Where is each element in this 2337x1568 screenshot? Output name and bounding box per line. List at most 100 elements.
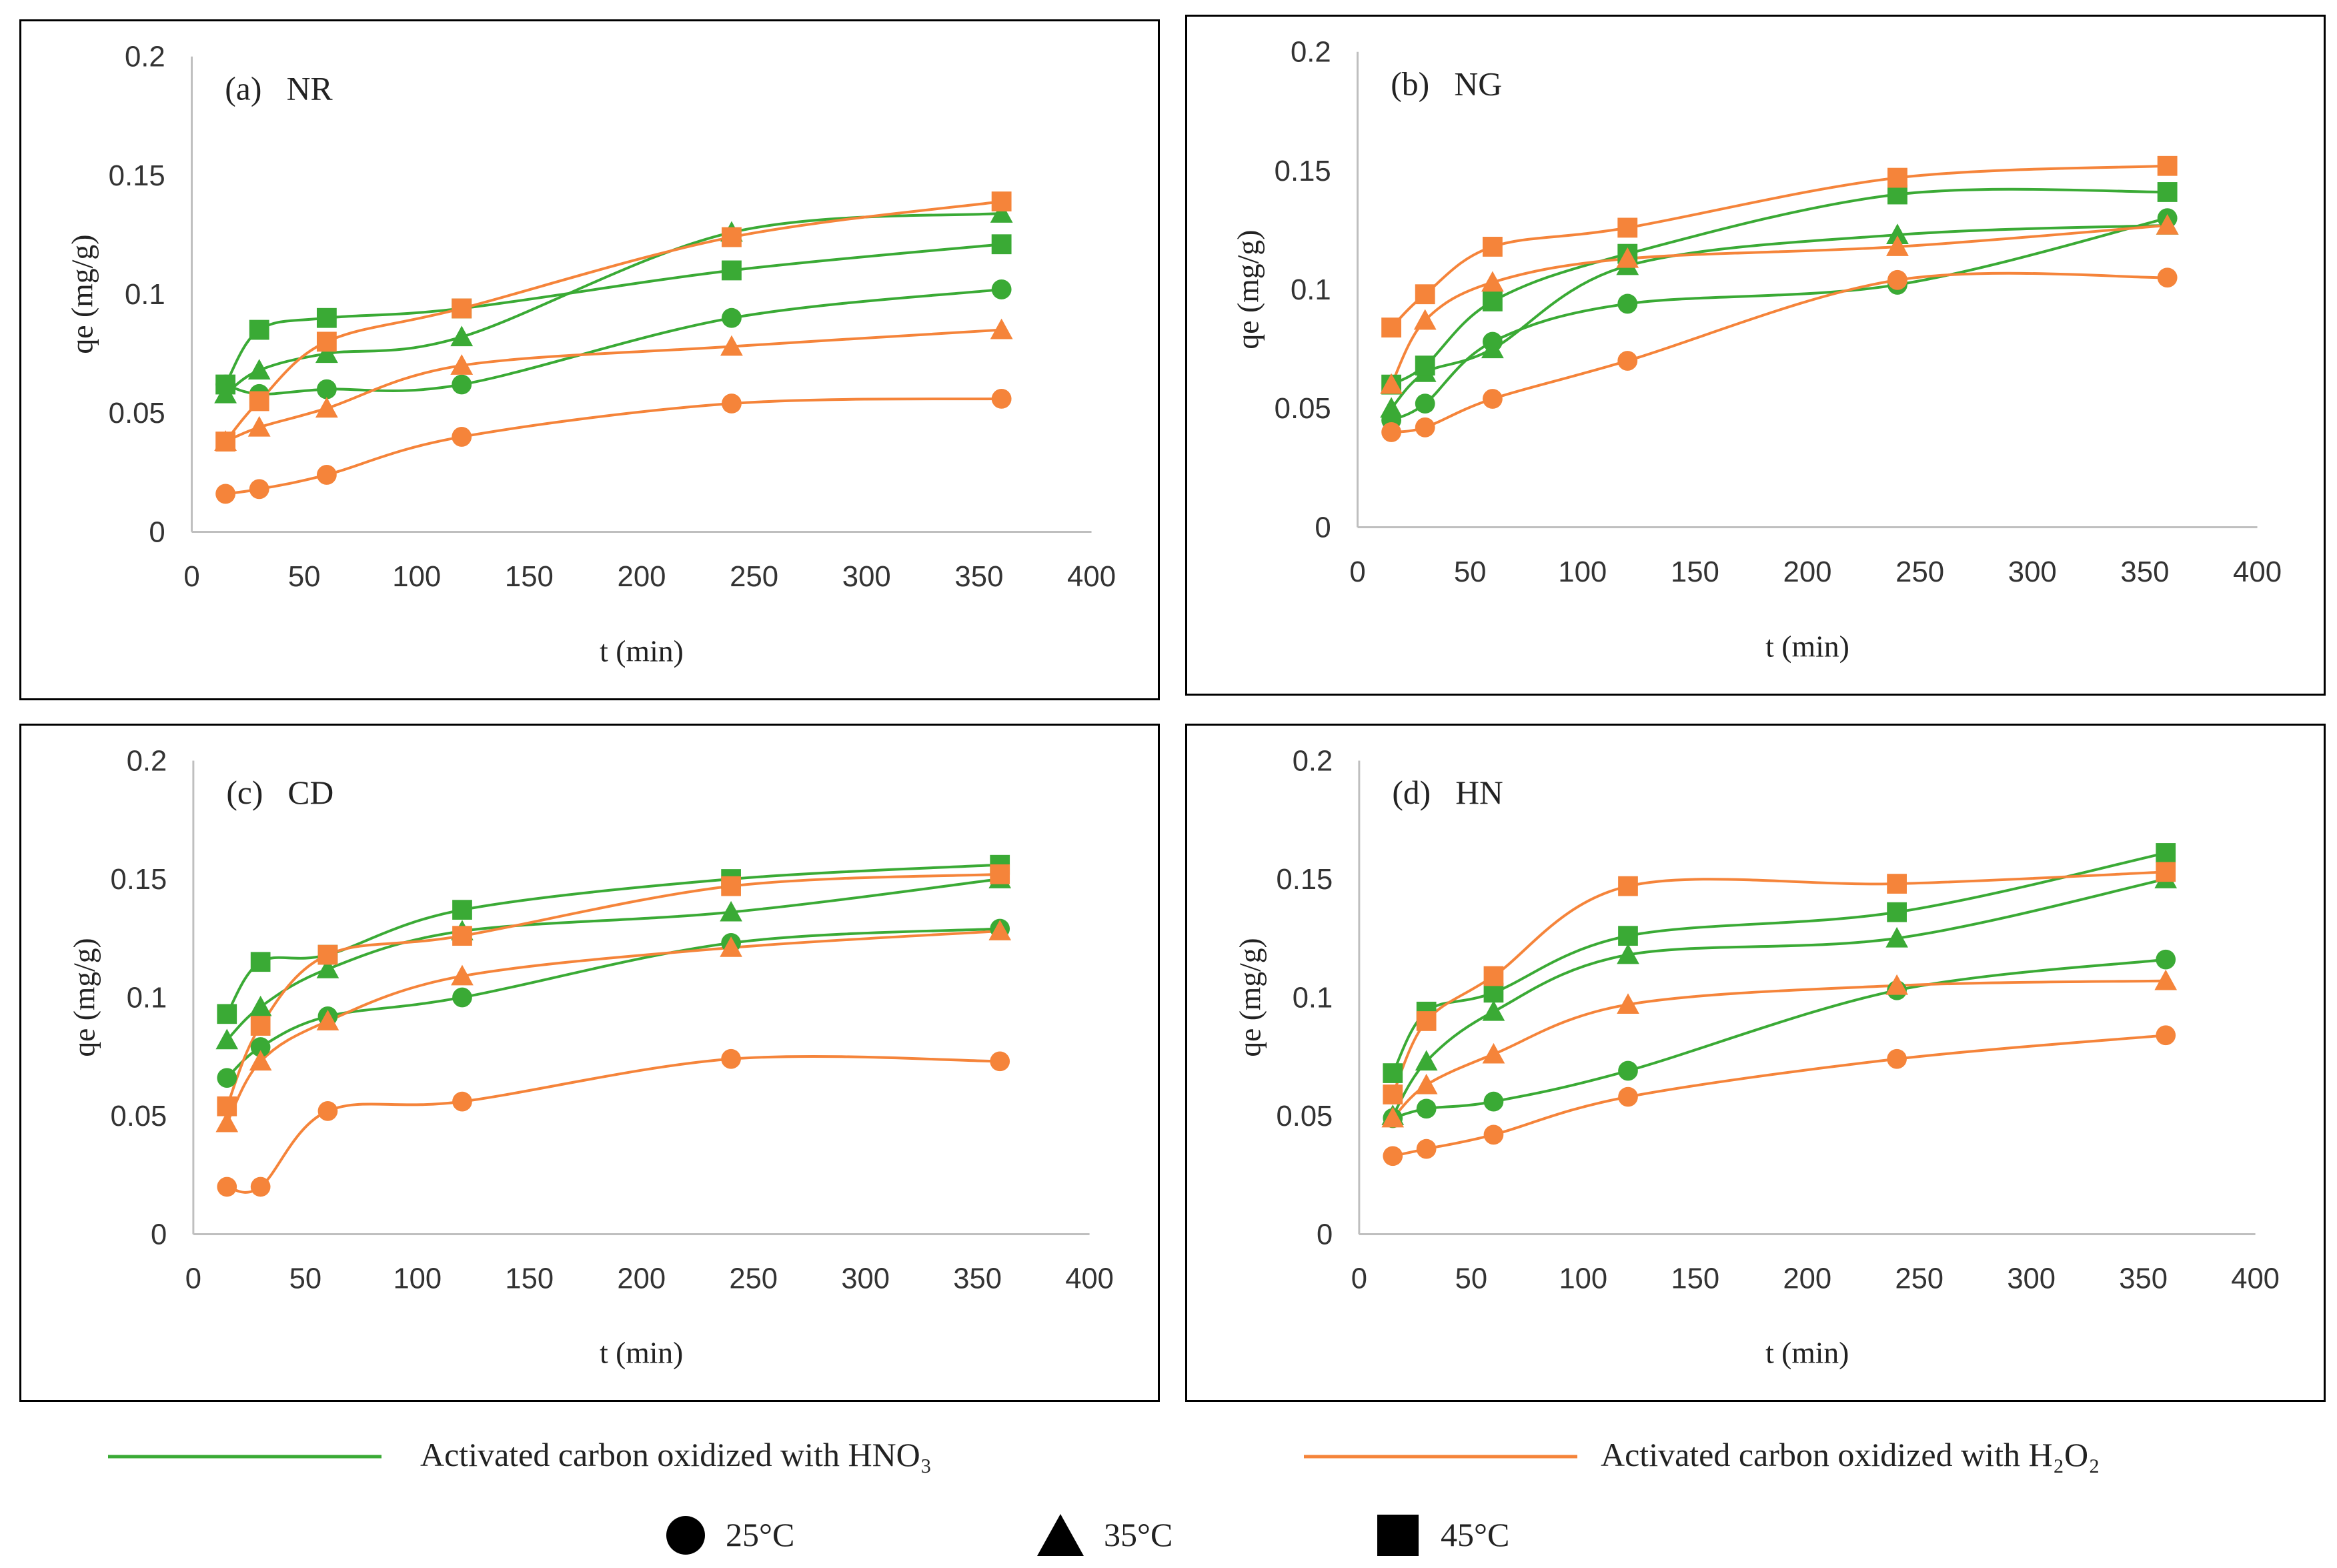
- data-point: [1885, 974, 1908, 995]
- data-point: [1887, 902, 1907, 922]
- data-point: [1887, 269, 1907, 290]
- data-point: [990, 1051, 1010, 1072]
- data-point: [1415, 284, 1435, 305]
- data-point: [722, 260, 742, 281]
- data-point: [991, 279, 1012, 299]
- chart-title: (d) HN: [1392, 774, 1503, 811]
- data-point: [1885, 926, 1908, 948]
- legend-label-h2o2: Activated carbon oxidized with H₂O₂: [1601, 1436, 2100, 1473]
- chart-svg-ng: 0 50 100 150 200 250 300 350 400 0 0.05 0.1 0.15 0.2 (…: [1231, 36, 2282, 664]
- y-tick-label: 0.1: [127, 982, 167, 1014]
- x-tick-label: 150: [505, 560, 554, 593]
- data-point: [1415, 355, 1435, 376]
- y-tick-label: 0: [151, 1219, 167, 1251]
- x-tick-label: 100: [1559, 1263, 1607, 1295]
- chart-title: (b) NG: [1391, 65, 1502, 102]
- data-point: [2157, 182, 2178, 202]
- x-tick-label: 200: [618, 560, 666, 593]
- legend-marker-square: [1377, 1515, 1419, 1556]
- data-point: [315, 342, 338, 363]
- y-axis-label: qe (mg/g): [1233, 938, 1267, 1056]
- chart-panel-nr: 0 50 100 150 200 250 300 350 400 0 0.05 0.1 0.15 0.2 (…: [19, 19, 1160, 700]
- data-point: [1887, 874, 1907, 894]
- chart-svg-hn: 0 50 100 150 200 250 300 350 400 0 0.05 0.1 0.15 0.2 (…: [1233, 745, 2280, 1369]
- data-point: [1482, 389, 1503, 409]
- x-axis-label: t (min): [600, 634, 684, 668]
- data-point: [217, 1177, 237, 1197]
- x-tick-label: 50: [288, 560, 321, 593]
- data-point: [1482, 1042, 1505, 1064]
- data-point: [452, 900, 472, 920]
- data-point: [215, 484, 236, 504]
- data-point: [215, 374, 236, 395]
- data-point: [450, 354, 474, 375]
- chart-svg-nr: 0 50 100 150 200 250 300 350 400 0 0.05 0.1 0.15 0.2 (…: [65, 41, 1116, 668]
- data-point: [2156, 1025, 2176, 1046]
- y-tick-label: 0.2: [127, 745, 167, 777]
- data-point: [215, 432, 236, 452]
- data-point: [250, 952, 271, 972]
- x-tick-label: 300: [2007, 1263, 2056, 1295]
- data-point: [722, 394, 742, 414]
- data-point: [1381, 1106, 1405, 1128]
- data-point: [249, 391, 269, 412]
- data-point: [991, 191, 1012, 212]
- y-tick-label: 0.05: [1275, 392, 1331, 425]
- data-point: [1483, 1091, 1504, 1112]
- data-point: [316, 379, 337, 400]
- data-point: [2154, 969, 2178, 990]
- x-tick-label: 150: [1671, 1263, 1719, 1295]
- chart-title: (c) CD: [226, 774, 333, 811]
- data-point: [451, 964, 474, 986]
- series-line: [1391, 878, 2166, 1117]
- x-tick-label: 350: [953, 1263, 1002, 1295]
- data-point: [452, 1091, 472, 1112]
- data-point: [1618, 1060, 1638, 1081]
- series-line: [225, 328, 1002, 443]
- legend-label-45c: 45°C: [1441, 1516, 1509, 1553]
- data-point: [2156, 862, 2176, 882]
- x-tick-label: 100: [393, 1263, 442, 1295]
- y-tick-label: 0.05: [111, 1100, 167, 1132]
- data-point: [1618, 1086, 1638, 1107]
- chart-title: (a) NR: [225, 70, 333, 107]
- series-line: [225, 872, 1000, 1107]
- data-point: [450, 325, 474, 347]
- data-point: [1415, 1073, 1438, 1094]
- chart-panel-cd: 0 50 100 150 200 250 300 350 400 0 0.05 0.1 0.15 0.2 (…: [19, 724, 1160, 1402]
- data-point: [1482, 237, 1503, 257]
- data-point: [1416, 1011, 1437, 1031]
- data-point: [1886, 223, 1909, 245]
- data-point: [721, 876, 741, 896]
- x-tick-label: 0: [183, 560, 199, 593]
- x-axis-label: t (min): [1765, 629, 1849, 663]
- legend-label-hno3: Activated carbon oxidized with HNO₃: [420, 1436, 932, 1473]
- x-tick-label: 300: [842, 560, 891, 593]
- data-point: [990, 318, 1013, 339]
- data-point: [1383, 1084, 1403, 1104]
- series-line: [1391, 271, 2168, 434]
- data-point: [1617, 351, 1638, 371]
- data-point: [1617, 943, 1639, 964]
- x-tick-label: 300: [2008, 556, 2057, 588]
- x-tick-label: 400: [1067, 560, 1116, 593]
- series-line: [1392, 1034, 2166, 1158]
- data-point: [316, 307, 337, 328]
- data-point: [249, 995, 272, 1016]
- chart-panel-ng: 0 50 100 150 200 250 300 350 400 0 0.05 0.1 0.15 0.2 (…: [1185, 15, 2326, 696]
- data-point: [1482, 291, 1503, 311]
- data-point: [316, 331, 337, 352]
- data-point: [990, 864, 1010, 884]
- data-point: [1617, 217, 1638, 238]
- data-point: [316, 465, 337, 485]
- data-point: [247, 416, 271, 437]
- data-point: [1617, 993, 1639, 1014]
- data-point: [1616, 247, 1639, 268]
- y-tick-label: 0.15: [109, 159, 165, 192]
- x-tick-label: 0: [185, 1263, 201, 1295]
- data-point: [452, 926, 472, 946]
- data-point: [1887, 167, 1907, 188]
- data-point: [317, 1101, 338, 1121]
- data-point: [1887, 1048, 1907, 1069]
- data-point: [991, 388, 1012, 409]
